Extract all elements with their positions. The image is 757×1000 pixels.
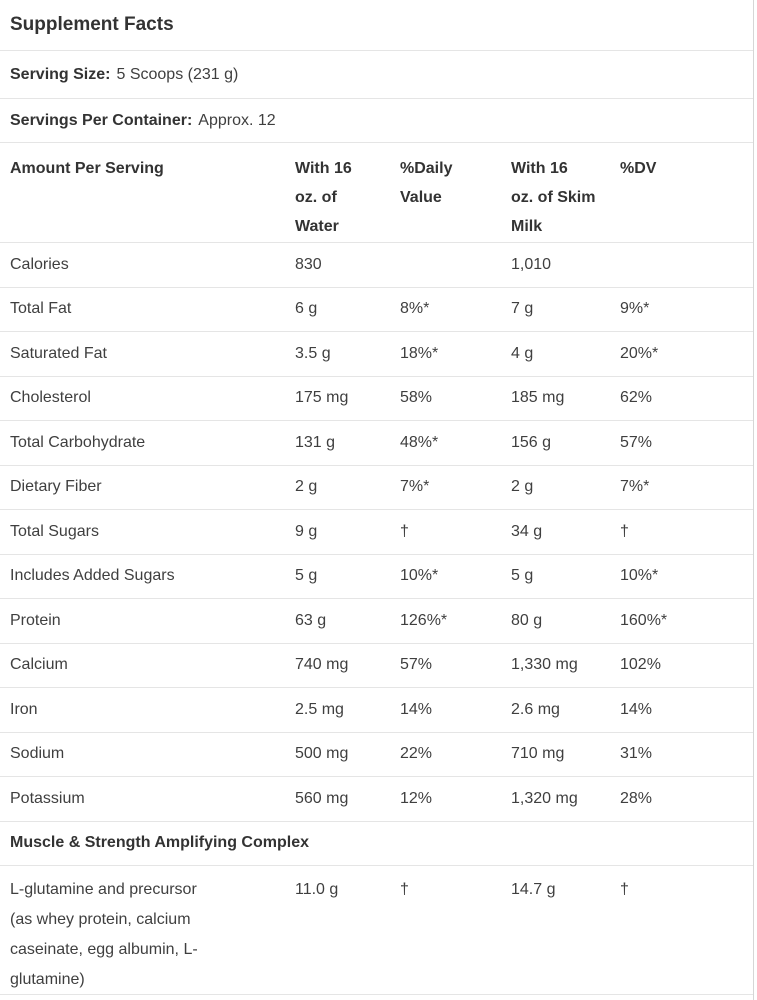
serving-size-value: 5 Scoops (231 g)	[116, 65, 239, 83]
water-dv: 7%*	[400, 478, 430, 496]
panel-title: Supplement Facts	[10, 14, 174, 35]
milk-amount: 5 g	[511, 567, 534, 585]
nutrient-name: Includes Added Sugars	[10, 567, 175, 585]
table-row: Protein 63 g 126%* 80 g 160%*	[0, 599, 753, 644]
nutrient-name: Iron	[10, 700, 38, 718]
milk-amount: 710 mg	[511, 745, 565, 763]
header-with-water: With 16 oz. of Water	[295, 160, 352, 235]
water-amount: 740 mg	[295, 656, 349, 674]
milk-dv: †	[620, 880, 629, 898]
milk-dv: †	[620, 522, 629, 540]
table-row: Saturated Fat 3.5 g 18%* 4 g 20%*	[0, 332, 753, 377]
water-dv: 8%*	[400, 300, 430, 318]
table-header-row: Amount Per Serving With 16 oz. of Water …	[0, 143, 753, 243]
milk-amount: 156 g	[511, 433, 552, 451]
milk-dv: 10%*	[620, 567, 659, 585]
nutrient-name: Dietary Fiber	[10, 478, 102, 496]
milk-dv: 28%	[620, 789, 653, 807]
table-row: Total Sugars 9 g † 34 g †	[0, 510, 753, 555]
milk-amount: 1,010	[511, 255, 552, 273]
servings-per-container-value: Approx. 12	[198, 111, 276, 129]
header-daily-value-water: %Daily Value	[400, 160, 453, 206]
serving-size-row: Serving Size: 5 Scoops (231 g)	[0, 51, 753, 99]
water-amount: 830	[295, 255, 322, 273]
water-amount: 131 g	[295, 433, 336, 451]
water-amount: 63 g	[295, 611, 327, 629]
header-with-skim-milk: With 16 oz. of Skim Milk	[511, 160, 596, 235]
water-dv: †	[400, 880, 409, 898]
header-amount-per-serving: Amount Per Serving	[10, 160, 164, 177]
water-dv: 48%*	[400, 433, 439, 451]
milk-amount: 14.7 g	[511, 880, 556, 898]
milk-dv: 20%*	[620, 344, 659, 362]
water-amount: 5 g	[295, 567, 318, 585]
water-dv: 18%*	[400, 344, 439, 362]
table-row: Iron 2.5 mg 14% 2.6 mg 14%	[0, 688, 753, 733]
milk-amount: 34 g	[511, 522, 543, 540]
water-dv: 57%	[400, 656, 433, 674]
water-amount: 2 g	[295, 478, 318, 496]
water-dv: 12%	[400, 789, 433, 807]
milk-amount: 2 g	[511, 478, 534, 496]
milk-dv: 62%	[620, 389, 653, 407]
water-amount: 3.5 g	[295, 344, 331, 362]
water-amount: 175 mg	[295, 389, 349, 407]
water-dv: 10%*	[400, 567, 439, 585]
water-dv: 14%	[400, 700, 433, 718]
milk-amount: 1,320 mg	[511, 789, 578, 807]
water-dv: 58%	[400, 389, 433, 407]
servings-per-container-label: Servings Per Container:	[10, 111, 193, 129]
nutrient-name: Calcium	[10, 656, 68, 674]
serving-size-label: Serving Size:	[10, 65, 111, 83]
milk-dv: 14%	[620, 700, 653, 718]
nutrient-name: Protein	[10, 611, 61, 629]
servings-per-container-row: Servings Per Container: Approx. 12	[0, 99, 753, 143]
milk-dv: 57%	[620, 433, 653, 451]
water-amount: 9 g	[295, 522, 318, 540]
table-row: Dietary Fiber 2 g 7%* 2 g 7%*	[0, 466, 753, 510]
section-title: Muscle & Strength Amplifying Complex	[10, 834, 309, 851]
table-row: Cholesterol 175 mg 58% 185 mg 62%	[0, 377, 753, 421]
table-row: Sodium 500 mg 22% 710 mg 31%	[0, 733, 753, 777]
water-dv: 126%*	[400, 611, 448, 629]
table-row: Total Fat 6 g 8%* 7 g 9%*	[0, 288, 753, 332]
milk-amount: 80 g	[511, 611, 543, 629]
nutrient-name: Potassium	[10, 789, 85, 807]
table-row: Includes Added Sugars 5 g 10%* 5 g 10%*	[0, 555, 753, 599]
milk-dv: 7%*	[620, 478, 650, 496]
water-dv: †	[400, 522, 409, 540]
table-row: L-glutamine and precursor (as whey prote…	[0, 866, 753, 995]
nutrient-name: Total Carbohydrate	[10, 433, 146, 451]
milk-dv: 102%	[620, 656, 661, 674]
nutrient-name: Total Sugars	[10, 522, 99, 540]
nutrient-name: Total Fat	[10, 300, 72, 318]
milk-amount: 7 g	[511, 300, 534, 318]
nutrient-name: Saturated Fat	[10, 344, 107, 362]
header-daily-value-milk: %DV	[620, 160, 657, 177]
milk-dv: 9%*	[620, 300, 650, 318]
water-dv: 22%	[400, 745, 433, 763]
milk-amount: 2.6 mg	[511, 700, 560, 718]
milk-dv: 160%*	[620, 611, 668, 629]
nutrient-name: Calories	[10, 255, 69, 273]
panel-title-row: Supplement Facts	[0, 0, 753, 51]
table-row: Potassium 560 mg 12% 1,320 mg 28%	[0, 777, 753, 822]
water-amount: 11.0 g	[295, 880, 339, 898]
nutrient-name: Sodium	[10, 745, 65, 763]
milk-amount: 1,330 mg	[511, 656, 578, 674]
section-header-row: Muscle & Strength Amplifying Complex	[0, 822, 753, 866]
milk-amount: 185 mg	[511, 389, 565, 407]
table-row: Calories 830 1,010	[0, 243, 753, 288]
water-amount: 6 g	[295, 300, 318, 318]
nutrient-name: Cholesterol	[10, 389, 91, 407]
water-amount: 2.5 mg	[295, 700, 344, 718]
nutrient-name: L-glutamine and precursor (as whey prote…	[10, 880, 198, 988]
milk-amount: 4 g	[511, 344, 534, 362]
water-amount: 500 mg	[295, 745, 349, 763]
table-row: Total Carbohydrate 131 g 48%* 156 g 57%	[0, 421, 753, 466]
water-amount: 560 mg	[295, 789, 349, 807]
milk-dv: 31%	[620, 745, 653, 763]
table-row: Calcium 740 mg 57% 1,330 mg 102%	[0, 644, 753, 688]
